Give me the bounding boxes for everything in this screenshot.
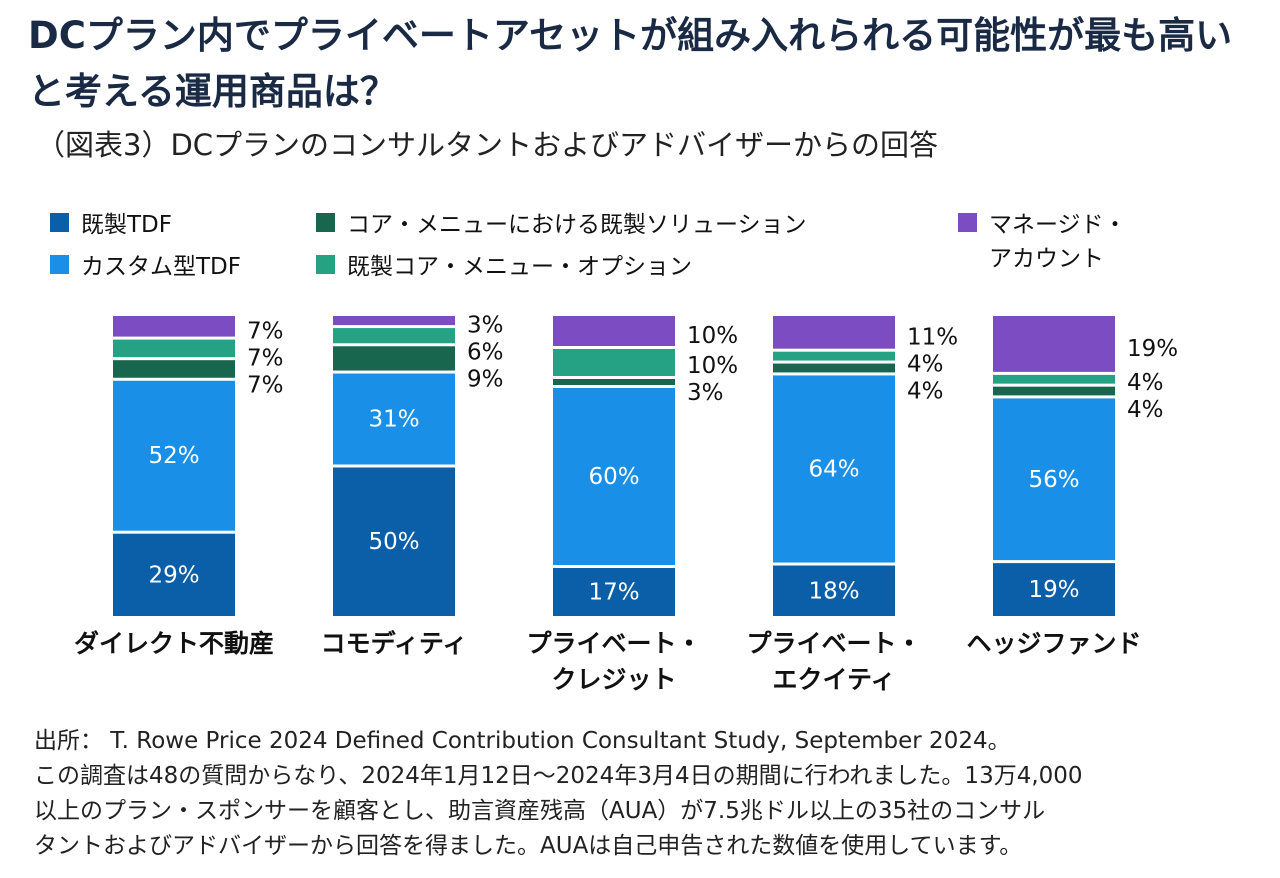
source-line: タントおよびアドバイザーから回答を得ました。AUAは自己申告された数値を使用して… (34, 833, 1023, 859)
legend-item-core-menu-option: 既製コア・メニュー・オプション (316, 250, 692, 284)
bar-segment (553, 379, 675, 385)
legend-label: マネージド・ アカウント (989, 212, 1127, 272)
bar-segment (553, 568, 675, 616)
bar-segment (113, 533, 235, 616)
legend-item-core-menu-solution: コア・メニューにおける既製ソリューション (316, 208, 807, 242)
category-label: コモディティ (321, 629, 468, 658)
data-label: 7% (247, 372, 284, 398)
bar-segment (113, 339, 235, 358)
bar-segment (113, 360, 235, 378)
bar-segment (773, 351, 895, 361)
chart-title: DCプラン内でプライベートアセットが組み入れられる可能性が最も高いと考える運用商… (28, 14, 1233, 113)
data-label: 3% (467, 313, 504, 339)
bar-segment (553, 349, 675, 376)
legend-swatch (958, 213, 977, 232)
bar-segment (993, 398, 1115, 561)
data-label: 6% (467, 340, 504, 366)
data-label: 4% (907, 378, 944, 404)
legend-label: 既製TDF (81, 212, 172, 238)
bar-segment (333, 373, 455, 465)
data-label: 31% (368, 407, 419, 433)
data-label: 9% (467, 367, 504, 393)
bar-segment (553, 316, 675, 346)
legend-label: カスタム型TDF (81, 254, 241, 280)
data-label: 10% (687, 353, 738, 379)
bar-segment (993, 386, 1115, 396)
source-line: 以上のプラン・スポンサーを顧客とし、助言資産残高（AUA）が7.5兆ドル以上の3… (34, 798, 1046, 824)
category-label: エクイティ (772, 665, 895, 694)
bar-segment (773, 316, 895, 349)
data-label: 52% (148, 443, 199, 469)
bar-segment (773, 565, 895, 616)
data-label: 60% (588, 464, 639, 490)
data-label: 7% (247, 318, 284, 344)
bar-segment (993, 316, 1115, 372)
legend-swatch (316, 213, 335, 232)
bar-segment (333, 467, 455, 616)
data-label: 7% (247, 345, 284, 371)
data-label: 4% (1127, 397, 1164, 423)
source-line: この調査は48の質問からなり、2024年1月12日～2024年3月4日の期間に行… (34, 763, 1083, 789)
data-label: 17% (588, 580, 639, 606)
legend-label: 既製コア・メニュー・オプション (347, 254, 692, 280)
data-label: 10% (687, 323, 738, 349)
bar-segment (993, 563, 1115, 616)
data-label: 29% (148, 562, 199, 588)
legend-label: コア・メニューにおける既製ソリューション (347, 212, 807, 238)
bar-segment (773, 375, 895, 563)
data-label: 11% (907, 324, 958, 350)
bar-segment (113, 316, 235, 337)
category-label: ダイレクト不動産 (74, 629, 274, 658)
legend-item-managed-account: マネージド・ アカウント (958, 208, 1127, 276)
data-label: 19% (1127, 336, 1178, 362)
data-label: 4% (907, 351, 944, 377)
data-label: 4% (1127, 370, 1164, 396)
bar-segment (333, 316, 455, 326)
bar-segment (333, 328, 455, 344)
source-line: 出所： T. Rowe Price 2024 Defined Contribut… (34, 728, 1011, 754)
bar-segment (553, 388, 675, 565)
source-note: 出所： T. Rowe Price 2024 Defined Contribut… (34, 724, 1264, 864)
chart-subtitle: （図表3）DCプランのコンサルタントおよびアドバイザーからの回答 (36, 128, 939, 162)
legend-swatch (316, 255, 335, 274)
data-label: 50% (368, 529, 419, 555)
bar-segment (993, 374, 1115, 384)
legend-item-ready-made-tdf: 既製TDF (50, 208, 172, 242)
data-label: 18% (808, 578, 859, 604)
legend-swatch (50, 213, 69, 232)
bar-segment (333, 346, 455, 371)
data-label: 3% (687, 380, 724, 406)
bar-segment (113, 380, 235, 531)
category-label: プライベート・ (746, 629, 921, 658)
bar-segment (773, 363, 895, 373)
data-label: 56% (1028, 467, 1079, 493)
data-label: 64% (808, 456, 859, 482)
category-label: クレジット (551, 665, 676, 694)
legend-swatch (50, 255, 69, 274)
category-label: プライベート・ (526, 629, 701, 658)
category-label: ヘッジファンド (966, 629, 1141, 658)
data-label: 19% (1028, 577, 1079, 603)
legend-item-custom-tdf: カスタム型TDF (50, 250, 241, 284)
